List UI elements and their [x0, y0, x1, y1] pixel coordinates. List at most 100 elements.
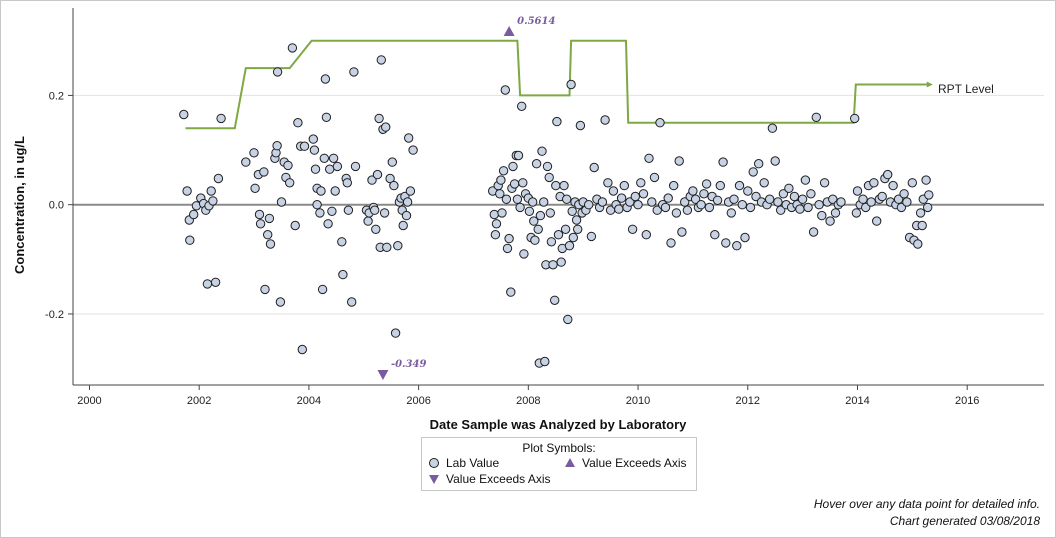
lab-value-point[interactable] [545, 208, 555, 218]
lab-value-point[interactable] [726, 208, 736, 218]
lab-value-point[interactable] [893, 194, 904, 204]
lab-value-point[interactable] [638, 189, 649, 199]
lab-value-point[interactable] [688, 186, 698, 196]
lab-value-point[interactable] [858, 194, 868, 204]
lab-value-point[interactable] [630, 191, 640, 202]
lab-value-point[interactable] [556, 257, 566, 267]
lab-value-point[interactable] [789, 191, 800, 202]
lab-value-point[interactable] [379, 208, 390, 218]
lab-value-point[interactable] [320, 74, 331, 84]
lab-value-point[interactable] [712, 195, 723, 206]
lab-value-point[interactable] [563, 314, 573, 325]
lab-value-point[interactable] [208, 196, 218, 206]
lab-value-point[interactable] [381, 122, 391, 132]
lab-value-point[interactable] [869, 178, 879, 188]
lab-value-point[interactable] [633, 200, 643, 210]
lab-value-point[interactable] [327, 206, 337, 217]
lab-value-point[interactable] [740, 232, 750, 243]
lab-value-point[interactable] [562, 194, 572, 204]
lab-value-point[interactable] [644, 153, 654, 164]
lab-value-point[interactable] [179, 109, 189, 120]
lab-value-point[interactable] [921, 175, 931, 185]
lab-value-point[interactable] [210, 277, 221, 287]
lab-value-point[interactable] [264, 213, 275, 224]
lab-value-point[interactable] [560, 224, 571, 235]
lab-value-point[interactable] [883, 169, 893, 180]
lab-value-point[interactable] [524, 206, 535, 217]
lab-value-point[interactable] [745, 202, 756, 213]
lab-value-point[interactable] [539, 197, 549, 207]
lab-value-point[interactable] [616, 193, 627, 203]
lab-value-point[interactable] [529, 216, 539, 226]
lab-value-point[interactable] [537, 146, 547, 156]
lab-value-point[interactable] [260, 284, 270, 295]
lab-value-point[interactable] [663, 193, 673, 203]
lab-value-point[interactable] [404, 133, 414, 143]
lab-value-point[interactable] [814, 200, 824, 210]
lab-value-point[interactable] [625, 197, 635, 207]
lab-value-point[interactable] [899, 189, 909, 199]
lab-value-point[interactable] [586, 231, 597, 242]
exceeds-axis-down-marker[interactable] [377, 370, 389, 380]
lab-value-point[interactable] [398, 220, 408, 231]
lab-value-point[interactable] [518, 178, 528, 188]
lab-value-point[interactable] [674, 156, 684, 166]
lab-value-point[interactable] [573, 224, 583, 235]
lab-value-point[interactable] [515, 202, 525, 213]
lab-value-point[interactable] [896, 202, 907, 213]
lab-value-point[interactable] [776, 205, 786, 215]
lab-value-point[interactable] [877, 191, 887, 202]
lab-value-point[interactable] [701, 179, 712, 189]
lab-value-point[interactable] [765, 194, 775, 204]
lab-value-point[interactable] [189, 209, 199, 220]
lab-value-point[interactable] [567, 206, 577, 217]
lab-value-point[interactable] [767, 123, 778, 133]
lab-value-point[interactable] [387, 157, 397, 167]
lab-value-point[interactable] [872, 216, 882, 226]
lab-value-point[interactable] [773, 197, 783, 207]
lab-value-point[interactable] [533, 224, 543, 235]
lab-value-point[interactable] [255, 219, 266, 229]
lab-value-point[interactable] [259, 167, 269, 177]
lab-value-point[interactable] [584, 200, 594, 210]
lab-value-point[interactable] [559, 180, 569, 191]
lab-value-point[interactable] [652, 205, 662, 215]
lab-value-point[interactable] [374, 113, 384, 124]
lab-value-point[interactable] [299, 141, 310, 151]
lab-value-point[interactable] [319, 153, 329, 164]
lab-value-point[interactable] [498, 166, 509, 176]
lab-value-point[interactable] [535, 210, 546, 221]
lab-value-point[interactable] [297, 344, 307, 355]
lab-value-point[interactable] [828, 194, 838, 204]
lab-value-point[interactable] [491, 219, 502, 229]
lab-value-point[interactable] [729, 194, 739, 204]
lab-value-point[interactable] [851, 208, 862, 218]
lab-value-point[interactable] [213, 173, 224, 184]
lab-value-point[interactable] [367, 175, 377, 185]
lab-value-point[interactable] [323, 219, 333, 229]
lab-value-point[interactable] [710, 230, 720, 240]
lab-value-point[interactable] [506, 287, 516, 297]
lab-value-point[interactable] [370, 205, 380, 215]
lab-value-point[interactable] [272, 141, 282, 151]
lab-value-point[interactable] [490, 230, 501, 240]
lab-value-point[interactable] [401, 210, 412, 221]
lab-value-point[interactable] [202, 279, 213, 289]
lab-value-points[interactable] [179, 43, 934, 368]
lab-value-point[interactable] [249, 148, 259, 158]
lab-value-point[interactable] [287, 43, 298, 53]
lab-value-point[interactable] [915, 208, 926, 218]
lab-value-point[interactable] [509, 179, 520, 189]
lab-value-point[interactable] [649, 172, 660, 183]
lab-value-point[interactable] [732, 241, 742, 251]
lab-value-point[interactable] [682, 205, 693, 215]
lab-value-point[interactable] [778, 189, 789, 199]
lab-value-point[interactable] [338, 269, 348, 280]
lab-value-point[interactable] [312, 200, 322, 210]
lab-value-point[interactable] [216, 113, 226, 124]
lab-value-point[interactable] [913, 239, 923, 249]
lab-value-point[interactable] [528, 197, 538, 207]
lab-value-point[interactable] [350, 161, 361, 172]
lab-value-point[interactable] [276, 197, 287, 207]
lab-value-point[interactable] [636, 178, 646, 188]
